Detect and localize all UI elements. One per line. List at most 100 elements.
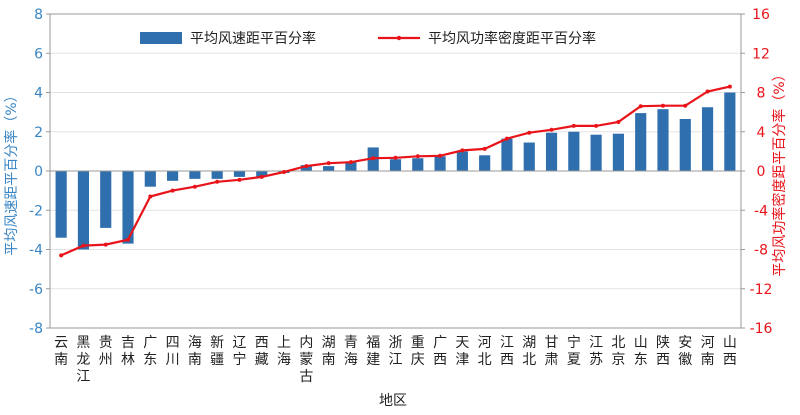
left-tick-label: -6	[29, 282, 43, 298]
line-point-云南	[59, 253, 64, 258]
line-point-河南	[705, 89, 710, 94]
bar-江苏	[590, 134, 602, 171]
line-point-海南	[192, 184, 197, 189]
line-point-河北	[482, 146, 487, 151]
bar-江西	[501, 138, 513, 171]
left-tick-label: 6	[34, 46, 43, 62]
bar-山西	[724, 92, 736, 171]
bar-湖南	[323, 166, 335, 171]
legend-bar-swatch	[140, 32, 182, 44]
left-tick-label: -4	[29, 243, 43, 259]
x-tick-label: 山东	[634, 335, 648, 368]
left-tick-label: 4	[34, 86, 43, 102]
bar-湖北	[523, 142, 535, 171]
x-tick-label: 四川	[166, 335, 180, 368]
x-tick-label: 北京	[611, 335, 625, 368]
x-tick-label: 重庆	[411, 335, 425, 368]
x-tick-label: 青海	[344, 335, 358, 368]
bar-浙江	[389, 159, 402, 171]
right-tick-label: -4	[754, 203, 768, 219]
x-tick-label: 湖南	[322, 335, 336, 368]
bar-吉林	[122, 171, 134, 244]
line-point-北京	[616, 119, 621, 124]
right-axis-ticks: -16 -12 -8 -4 0 4 8 12 16	[741, 7, 773, 337]
x-tick-label: 浙江	[389, 335, 403, 368]
x-tick-label: 内蒙古	[299, 335, 313, 385]
line-point-新疆	[215, 179, 220, 184]
bar-海南	[189, 171, 201, 179]
legend-line-label: 平均风功率密度距平百分率	[428, 30, 596, 47]
line-point-湖南	[326, 161, 331, 166]
x-tick-label: 云南	[54, 335, 68, 368]
x-tick-label: 山西	[723, 335, 737, 368]
right-tick-label: -8	[754, 243, 768, 259]
right-tick-label: 0	[757, 164, 766, 180]
left-axis-title: 平均风速距平百分率（%）	[3, 88, 20, 255]
bar-北京	[612, 133, 624, 171]
x-tick-label: 西藏	[255, 335, 269, 368]
x-axis-ticks: 云南黑龙江贵州吉林广东四川海南新疆辽宁西藏上海内蒙古湖南青海福建浙江重庆广西天津…	[54, 334, 737, 385]
bar-安徽	[679, 118, 691, 171]
x-tick-label: 新疆	[210, 335, 224, 368]
x-tick-label: 广东	[143, 335, 157, 368]
x-tick-label: 黑龙江	[76, 335, 90, 385]
x-tick-label: 湖北	[522, 335, 536, 368]
bar-山东	[635, 113, 647, 171]
line-point-福建	[371, 156, 376, 161]
legend: 平均风速距平百分率 平均风功率密度距平百分率	[140, 30, 596, 47]
line-point-陕西	[660, 103, 665, 108]
bar-河南	[701, 107, 714, 171]
line-point-天津	[460, 148, 465, 153]
legend-line-marker	[396, 35, 402, 41]
line-point-江苏	[594, 123, 599, 128]
x-tick-label: 江苏	[589, 335, 603, 368]
left-tick-label: -8	[29, 321, 43, 337]
right-axis-title: 平均风功率密度距平百分率（%）	[771, 67, 788, 276]
left-tick-label: 2	[34, 125, 43, 141]
bar-西藏	[256, 171, 268, 177]
x-tick-label: 江西	[500, 335, 514, 368]
line-series	[59, 84, 732, 258]
bar-云南	[55, 171, 67, 238]
line-point-四川	[170, 188, 175, 193]
line-point-广东	[148, 194, 153, 199]
left-tick-label: 0	[34, 164, 43, 180]
right-tick-label: 4	[757, 125, 766, 141]
legend-bar-label: 平均风速距平百分率	[190, 30, 316, 47]
bar-黑龙江	[77, 171, 90, 250]
bar-广东	[144, 171, 156, 187]
line-point-宁夏	[571, 123, 576, 128]
bar-陕西	[657, 109, 669, 171]
x-tick-label: 上海	[277, 335, 291, 368]
x-tick-label: 吉林	[121, 335, 135, 368]
line-point-上海	[282, 169, 287, 174]
line-point-内蒙古	[304, 164, 309, 169]
line-point-广西	[438, 153, 443, 158]
x-tick-label: 河北	[478, 335, 492, 368]
bar-辽宁	[233, 171, 246, 177]
right-tick-label: -16	[750, 321, 773, 337]
left-axis-label: 平均风速距平百分率（%）	[3, 88, 20, 255]
right-axis-label: 平均风功率密度距平百分率（%）	[771, 67, 788, 276]
bar-重庆	[412, 158, 424, 171]
line-point-西藏	[259, 174, 264, 179]
line-point-贵州	[103, 242, 108, 247]
x-tick-label: 安徽	[678, 335, 692, 368]
x-tick-label: 福建	[366, 335, 380, 368]
bar-新疆	[211, 171, 223, 179]
bar-宁夏	[568, 131, 580, 171]
x-tick-label: 甘肃	[545, 335, 559, 368]
line-point-黑龙江	[81, 243, 86, 248]
bar-四川	[167, 171, 179, 181]
line-point-重庆	[415, 154, 420, 159]
x-tick-label: 贵州	[99, 335, 113, 368]
bar-天津	[456, 151, 468, 171]
line-point-吉林	[126, 237, 131, 242]
bar-青海	[345, 162, 357, 171]
bar-广西	[434, 156, 446, 171]
line-point-浙江	[393, 155, 398, 160]
x-tick-label: 陕西	[656, 335, 670, 368]
line-point-山西	[727, 84, 732, 89]
x-axis-label: 地区	[379, 393, 407, 409]
x-tick-label: 河南	[701, 335, 715, 368]
